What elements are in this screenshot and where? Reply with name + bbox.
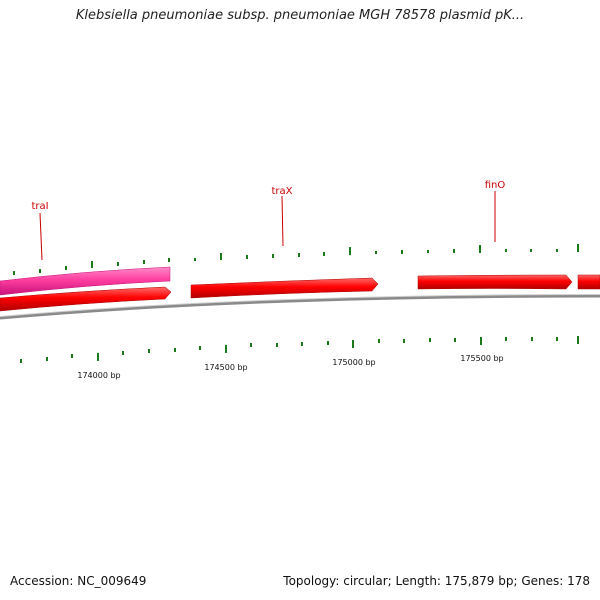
gene-arrow-trai[interactable] — [0, 266, 171, 296]
scale-tick-track — [20, 336, 579, 363]
plasmid-backbone — [0, 294, 600, 320]
gene-arrow-forward-2[interactable] — [577, 274, 600, 290]
gene-arrow-trax[interactable] — [190, 277, 379, 299]
scale-label-174500: 174500 bp — [204, 363, 247, 372]
trai-leader-line — [39, 212, 43, 261]
scale-label-174000: 174000 bp — [77, 371, 120, 380]
scale-label-175500: 175500 bp — [460, 354, 503, 363]
trax-leader-line — [281, 195, 284, 247]
gene-label-trax[interactable]: traX — [271, 186, 292, 197]
gene-label-fino[interactable]: finO — [485, 180, 506, 191]
gene-arrow-fino[interactable] — [417, 274, 573, 290]
gene-arrow-forward-1[interactable] — [0, 286, 172, 312]
gene-leader-lines — [39, 191, 496, 261]
map-title: Klebsiella pneumoniae subsp. pneumoniae … — [75, 8, 525, 23]
accession-text: Accession: NC_009649 — [10, 574, 147, 588]
plasmid-backbone-highlight — [0, 294, 600, 317]
scale-label-175000: 175000 bp — [332, 358, 375, 367]
upper-tick-track — [13, 244, 579, 275]
topology-text: Topology: circular; Length: 175,879 bp; … — [283, 574, 590, 588]
gene-label-trai[interactable]: traI — [31, 201, 48, 212]
